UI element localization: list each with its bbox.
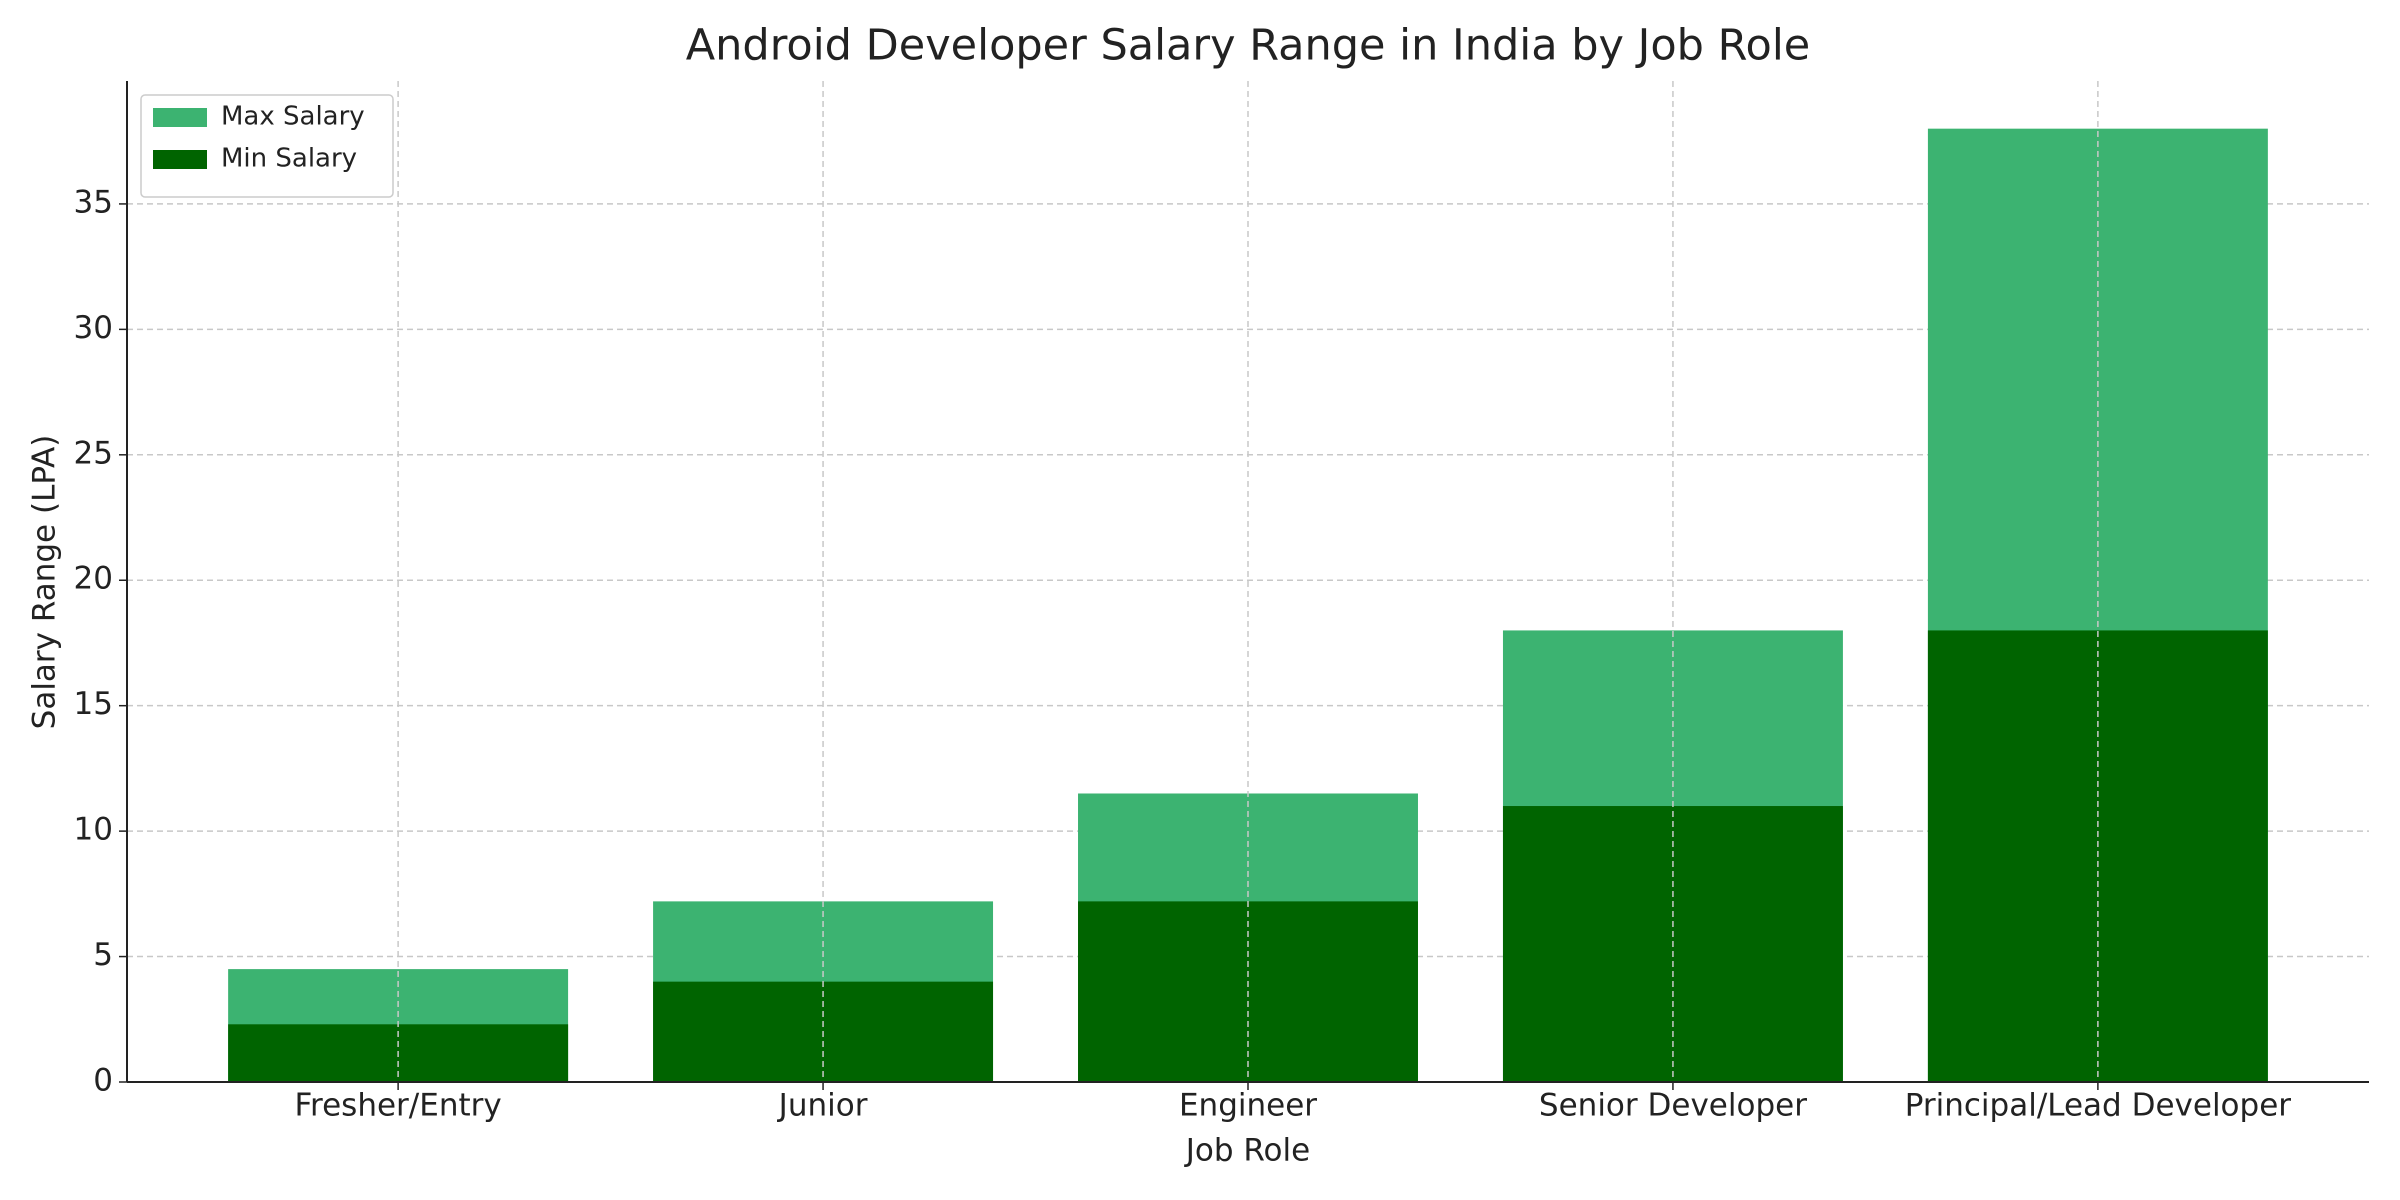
- overlay: 0 5 10 15 20 25 30 35 Fresher/Entry Junior Enginee…: [74, 81, 2369, 1124]
- x-tick-label: Principal/Lead Developer: [1905, 1088, 2292, 1124]
- y-tick-label: 5: [93, 937, 113, 973]
- y-axis-label: Salary Range (LPA): [27, 435, 63, 730]
- x-axis-label: Job Role: [1184, 1133, 1310, 1169]
- x-tick-label: Engineer: [1179, 1088, 1317, 1124]
- y-tick-label: 35: [74, 184, 113, 220]
- legend-swatch: [153, 150, 207, 169]
- x-tick-label: Senior Developer: [1539, 1088, 1807, 1124]
- y-tick-label: 15: [74, 686, 113, 722]
- x-tick-label: Junior: [777, 1088, 868, 1124]
- legend: Max Salary Min Salary: [140, 94, 394, 198]
- y-tick-label: 25: [74, 435, 113, 471]
- legend-label: Min Salary: [221, 144, 357, 174]
- x-tick-label: Fresher/Entry: [294, 1088, 501, 1124]
- y-tick-label: 10: [74, 812, 113, 848]
- y-tick-label: 0: [93, 1063, 113, 1099]
- chart-title: Android Developer Salary Range in India …: [686, 21, 1811, 71]
- legend-swatch: [153, 108, 207, 127]
- y-tick-label: 20: [74, 561, 113, 597]
- y-tick-label: 30: [74, 310, 113, 346]
- legend-label: Max Salary: [221, 102, 365, 132]
